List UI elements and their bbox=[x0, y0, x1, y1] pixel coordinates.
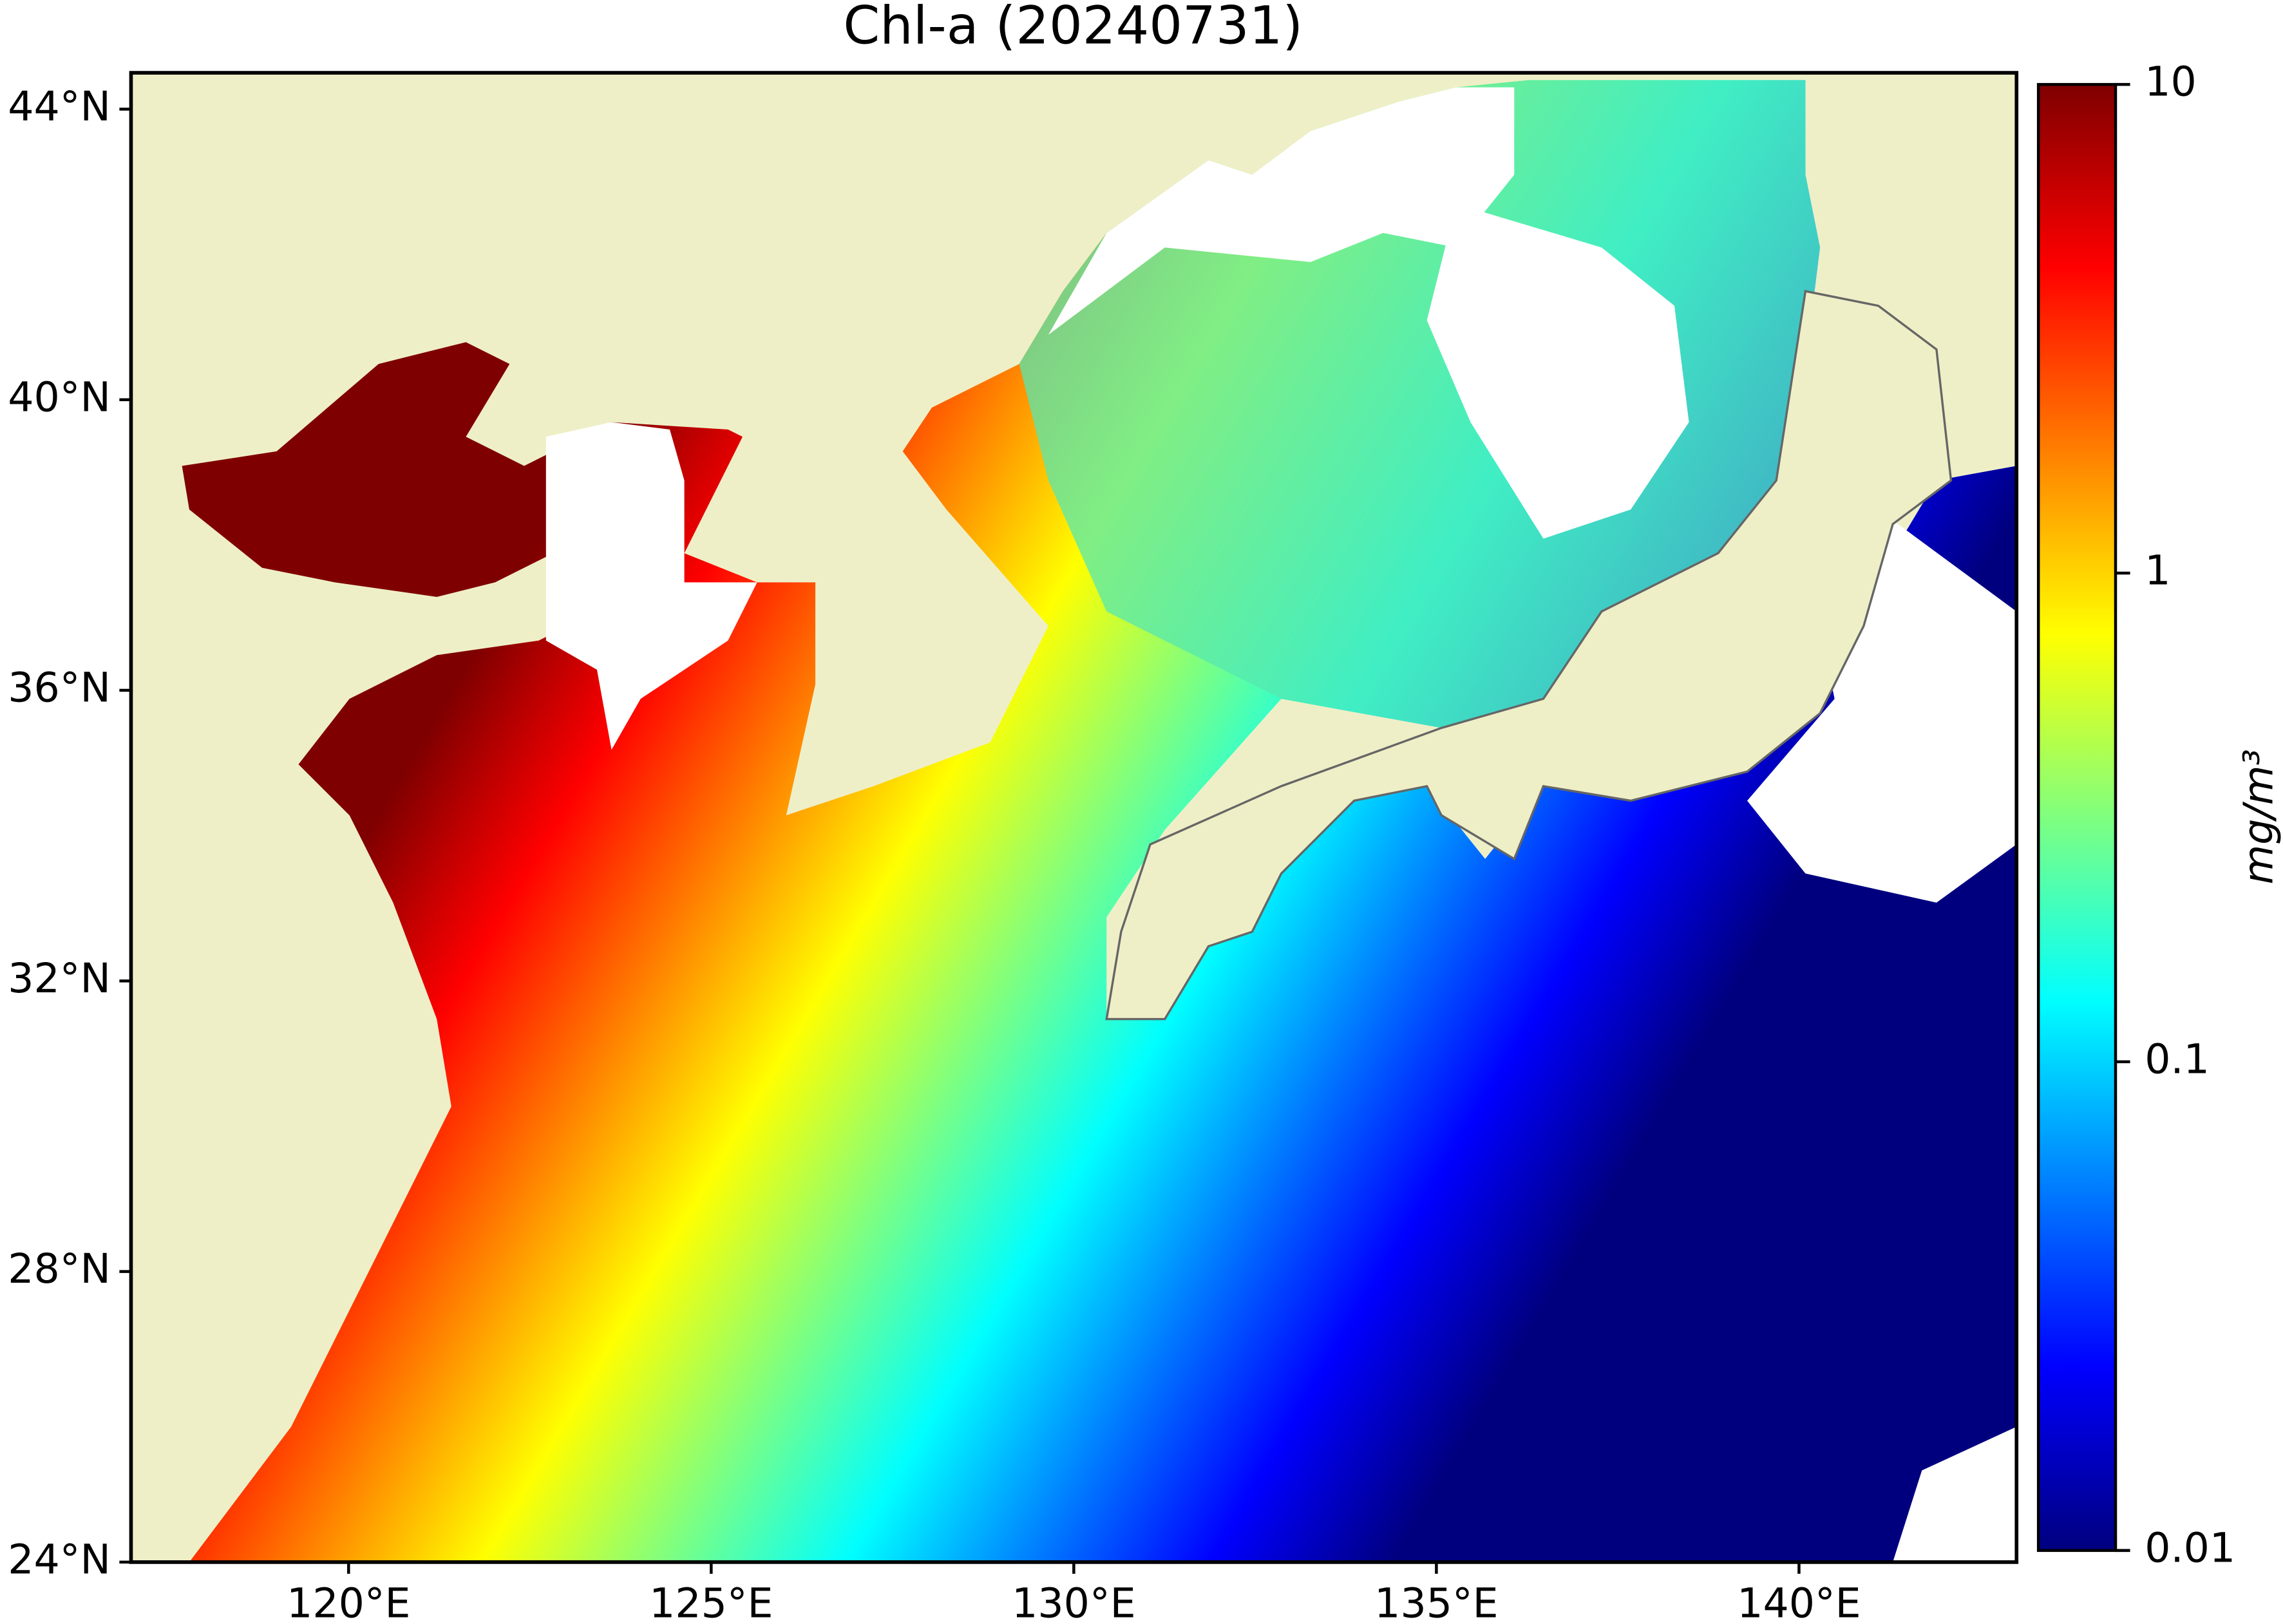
colorbar bbox=[2036, 82, 2117, 1553]
colorbar-tick-label: 1 bbox=[2145, 547, 2170, 594]
y-tick-label: 44°N bbox=[8, 82, 111, 130]
colorbar-label: mg/m³ bbox=[2235, 749, 2282, 884]
y-tick-label: 24°N bbox=[8, 1535, 111, 1583]
y-tick-label: 40°N bbox=[8, 373, 111, 420]
x-tick-label: 120°E bbox=[287, 1579, 410, 1624]
cloud bbox=[1747, 509, 2017, 903]
y-tick-label: 36°N bbox=[8, 664, 111, 712]
cloud bbox=[545, 422, 757, 750]
cloud bbox=[1048, 87, 1515, 335]
cloud bbox=[1426, 203, 1689, 539]
map-area bbox=[131, 73, 2017, 1562]
y-tick-label: 32°N bbox=[8, 954, 111, 1002]
x-tick-label: 125°E bbox=[649, 1579, 773, 1624]
colorbar-tick-label: 0.1 bbox=[2145, 1035, 2210, 1083]
x-tick-label: 135°E bbox=[1374, 1579, 1498, 1624]
colorbar-tick-label: 10 bbox=[2145, 58, 2197, 106]
x-tick-label: 140°E bbox=[1737, 1579, 1861, 1624]
land-japan bbox=[1105, 290, 1953, 1021]
cloud bbox=[1893, 1426, 2017, 1562]
y-tick-label: 28°N bbox=[8, 1245, 111, 1292]
map-title: Chl-a (20240731) bbox=[843, 0, 1303, 57]
x-tick-label: 130°E bbox=[1012, 1579, 1135, 1624]
colorbar-tick-label: 0.01 bbox=[2145, 1524, 2235, 1571]
